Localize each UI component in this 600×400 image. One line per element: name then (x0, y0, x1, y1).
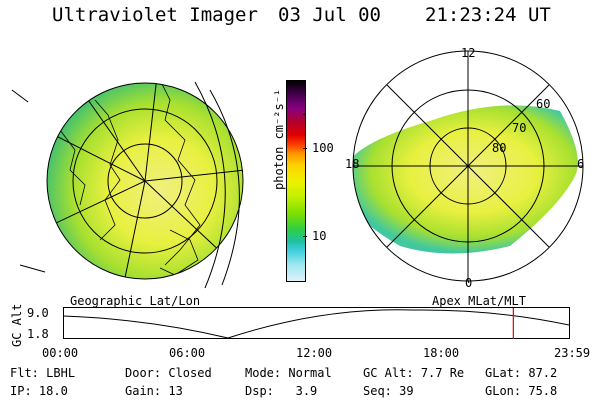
glon-value: 75.8 (528, 384, 558, 398)
glon-label: GLon: (485, 384, 522, 398)
mode-value: Normal (288, 366, 332, 380)
filter-value: LBHL (46, 366, 76, 380)
dsp-label: Dsp: (245, 384, 274, 398)
gc-alt-value: 7.7 Re (420, 366, 465, 380)
door-label: Door: (125, 366, 162, 380)
ip-field: IP: 18.0 (10, 384, 68, 398)
ip-label: IP: (10, 384, 32, 398)
colorbar-tick-10: 10 (312, 229, 327, 243)
altitude-curve (63, 309, 570, 339)
time-tick-1800: 18:00 (423, 346, 460, 360)
glat-value: 87.2 (528, 366, 558, 380)
polar-mlat-mlt-plot (352, 50, 584, 282)
gain-value: 13 (168, 384, 183, 398)
colorbar-unit-label: photon cm⁻²s⁻¹ (272, 88, 286, 190)
mlt-label-18: 18 (345, 157, 360, 171)
instrument-title: Ultraviolet Imager (52, 4, 258, 26)
time-tick-1200: 12:00 (296, 346, 333, 360)
auroral-oval-image (353, 105, 578, 254)
filter-field: Flt: LBHL (10, 366, 75, 380)
mlt-label-12: 12 (461, 46, 476, 60)
altitude-axis-label: GC Alt (10, 303, 24, 347)
gc-alt-field: GC Alt: 7.7 Re (363, 366, 464, 380)
gain-label: Gain: (125, 384, 162, 398)
date-label: 03 Jul 00 (278, 4, 381, 26)
color-scale-bar (286, 80, 306, 282)
door-value: Closed (168, 366, 212, 380)
altitude-tick-1-8: 1.8 (27, 327, 49, 341)
time-tick-0000: 00:00 (42, 346, 79, 360)
gc-alt-label: GC Alt: (363, 366, 414, 380)
seq-field: Seq: 39 (363, 384, 414, 398)
mode-label: Mode: (245, 366, 282, 380)
colorbar-tick-100: 100 (312, 141, 334, 155)
colorbar-tick-mark (303, 236, 307, 237)
ip-value: 18.0 (38, 384, 68, 398)
mlat-label-80: 80 (492, 141, 507, 155)
glat-field: GLat: 87.2 (485, 366, 557, 380)
seq-label: Seq: (363, 384, 392, 398)
geographic-map (11, 81, 244, 289)
polar-panel-label: Apex MLat/MLT (432, 294, 526, 308)
dsp-value: 3.9 (295, 384, 318, 398)
colorbar-tick-mark (303, 114, 305, 115)
mode-field: Mode: Normal (245, 366, 332, 380)
time-tick-0600: 06:00 (169, 346, 206, 360)
filter-label: Flt: (10, 366, 39, 380)
seq-value: 39 (399, 384, 414, 398)
mlat-label-70: 70 (512, 121, 527, 135)
mlat-label-60: 60 (536, 97, 551, 111)
mlt-label-6: 6 (577, 157, 585, 171)
altitude-timeline-plot (63, 307, 570, 339)
time-label: 21:23:24 UT (425, 4, 551, 26)
altitude-tick-9: 9.0 (27, 306, 49, 320)
time-tick-2359: 23:59 (554, 346, 591, 360)
glat-label: GLat: (485, 366, 522, 380)
mlt-label-0: 0 (465, 276, 473, 290)
door-field: Door: Closed (125, 366, 212, 380)
glon-field: GLon: 75.8 (485, 384, 557, 398)
geo-panel-label: Geographic Lat/Lon (70, 294, 201, 308)
colorbar-tick-mark (303, 148, 307, 149)
dsp-field: Dsp: 3.9 (245, 384, 317, 398)
gain-field: Gain: 13 (125, 384, 183, 398)
